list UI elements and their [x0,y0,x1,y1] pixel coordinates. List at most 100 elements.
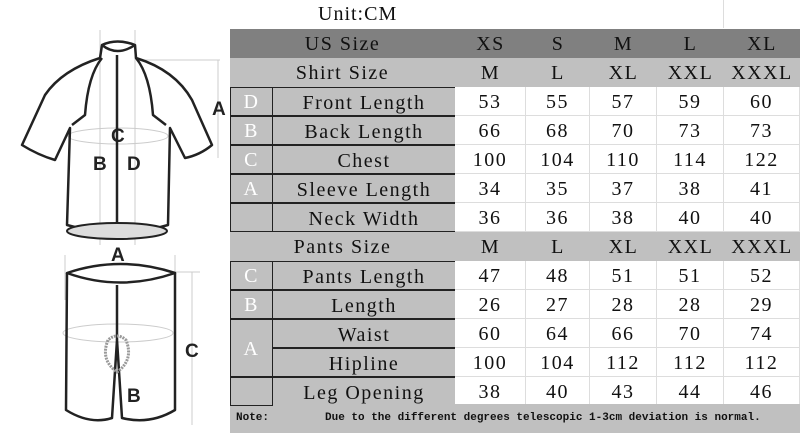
table-row: C Pants Length 47 48 51 51 52 [230,261,800,290]
measure-value: 112 [590,348,657,377]
label-pants-length: C [185,341,199,362]
measure-letter: A [230,174,273,203]
measure-value: 51 [657,261,724,290]
measure-letter: D [230,87,273,116]
measure-value: 38 [657,174,724,203]
note-row: Note: Due to the different degrees teles… [230,404,800,433]
measure-name: Sleeve Length [272,174,456,203]
pants-size-row-value: XL [590,232,657,261]
label-waist: A [111,245,125,266]
table-row: D Front Length 53 55 57 59 60 [230,87,800,116]
shirt-size-row-value: XXXL [724,58,800,87]
shirt-size-row-value: XL [590,58,657,87]
measure-value: 46 [724,377,800,406]
measure-value: 35 [526,174,590,203]
measure-value: 73 [724,116,800,145]
pants-size-row-value: XXXL [724,232,800,261]
measure-value: 40 [724,203,800,232]
measure-value: 104 [526,145,590,174]
measure-value: 36 [526,203,590,232]
measure-value: 40 [657,203,724,232]
measure-value: 70 [657,319,724,348]
measure-value: 112 [657,348,724,377]
pants-size-row-value: L [526,232,590,261]
table-row: A Waist 60 64 66 70 74 [230,319,800,377]
table-row: B Length 26 27 28 28 29 [230,290,800,319]
table-row: A Sleeve Length 34 35 37 38 41 [230,174,800,203]
measure-value: 26 [455,290,526,319]
measure-value: 53 [455,87,526,116]
measure-value: 122 [724,145,800,174]
measure-letter: C [230,145,273,174]
measure-value: 60 [724,87,800,116]
measure-value: 38 [455,377,526,406]
measure-name: Front Length [272,87,456,116]
measure-name: Chest [272,145,456,174]
shirt-size-row-value: XXL [657,58,724,87]
measure-letter: B [230,116,273,145]
measure-value: 110 [590,145,657,174]
table-row: C Chest 100 104 110 114 122 [230,145,800,174]
measure-value: 34 [455,174,526,203]
measure-value: 114 [657,145,724,174]
measure-letter: B [230,290,273,319]
measure-value: 60 [455,319,526,348]
us-size-row-value: M [590,29,657,58]
measure-value: 51 [590,261,657,290]
measure-name: Waist [272,319,456,348]
measure-value: 37 [590,174,657,203]
pants-size-row-value: M [455,232,526,261]
measure-value: 52 [724,261,800,290]
measure-value: 100 [455,348,526,377]
measure-name: Neck Width [272,203,456,232]
measure-name: Back Length [272,116,456,145]
measure-value: 112 [724,348,800,377]
pants-size-row: Pants Size M L XL XXL XXXL [230,232,800,261]
shirt-size-row-value: L [526,58,590,87]
measure-value: 38 [590,203,657,232]
measure-name: Leg Opening [272,377,456,406]
measure-value: 73 [657,116,724,145]
measure-value: 74 [724,319,800,348]
us-size-row-value: L [657,29,724,58]
jersey-shorts-diagram: A B C D A B C [20,30,226,425]
divider [723,0,724,28]
measure-name: Length [272,290,456,319]
us-size-row-value: XS [455,29,526,58]
measure-value: 64 [526,319,590,348]
measure-value: 66 [590,319,657,348]
measure-letter: A [230,319,273,377]
measure-value: 47 [455,261,526,290]
measure-value: 41 [724,174,800,203]
measure-value: 55 [526,87,590,116]
note-text: Due to the different degrees telescopic … [325,412,761,424]
measure-value: 57 [590,87,657,116]
shirt-size-row-label: Shirt Size [230,58,455,87]
measure-name: Hipline [272,348,456,377]
table-row: Neck Width 36 36 38 40 40 [230,203,800,232]
pants-size-row-value: XXL [657,232,724,261]
measure-value: 43 [590,377,657,406]
pants-size-row-label: Pants Size [230,232,455,261]
measure-letter [230,203,273,232]
measure-value: 100 [455,145,526,174]
us-size-row-value: XL [724,29,800,58]
measure-value: 29 [724,290,800,319]
table-row: B Back Length 66 68 70 73 73 [230,116,800,145]
measure-letter [230,377,273,406]
measure-name: Pants Length [272,261,456,290]
us-size-row: US Size XS S M L XL [230,29,800,58]
table-row: Hipline 100 104 112 112 112 [230,348,800,377]
label-back: B [93,154,107,175]
measure-value: 48 [526,261,590,290]
label-front: D [127,154,141,175]
measure-value: 27 [526,290,590,319]
measure-value: 59 [657,87,724,116]
table-row: Leg Opening 38 40 43 44 46 [230,377,800,406]
shirt-size-row-value: M [455,58,526,87]
measure-letter: C [230,261,273,290]
measure-value: 68 [526,116,590,145]
measure-value: 70 [590,116,657,145]
us-size-row-label: US Size [230,29,455,58]
measure-value: 28 [657,290,724,319]
